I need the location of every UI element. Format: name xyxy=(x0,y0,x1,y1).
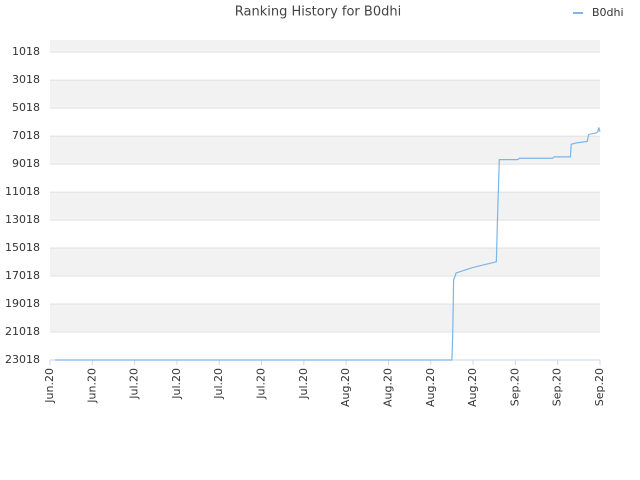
grid-band xyxy=(50,40,600,53)
y-tick-label: 5018 xyxy=(12,101,40,114)
x-tick-label: Sep.20 xyxy=(593,368,606,406)
x-tick-label: Jul.20 xyxy=(128,368,141,400)
x-tick-label: Jun.20 xyxy=(85,368,98,404)
x-tick-label: Jul.20 xyxy=(170,368,183,400)
grid-band xyxy=(50,248,600,277)
grid-band xyxy=(50,192,600,221)
grid-band xyxy=(50,80,600,109)
legend-label: B0dhi xyxy=(592,6,624,19)
x-tick-label: Aug.20 xyxy=(466,368,479,407)
x-tick-label: Sep.20 xyxy=(551,368,564,406)
y-tick-label: 1018 xyxy=(12,45,40,58)
x-tick-label: Aug.20 xyxy=(424,368,437,407)
y-tick-label: 21018 xyxy=(5,325,40,338)
x-tick-label: Aug.20 xyxy=(381,368,394,407)
x-tick-label: Jul.20 xyxy=(255,368,268,400)
y-tick-label: 23018 xyxy=(5,353,40,366)
chart-title: Ranking History for B0dhi xyxy=(235,5,401,20)
grid-band xyxy=(50,304,600,333)
line xyxy=(55,127,601,361)
y-tick-label: 9018 xyxy=(12,157,40,170)
x-tick-label: Jun.20 xyxy=(43,368,56,404)
y-tick-label: 7018 xyxy=(12,129,40,142)
y-tick-label: 17018 xyxy=(5,269,40,282)
x-tick-label: Jul.20 xyxy=(212,368,225,400)
y-tick-label: 15018 xyxy=(5,241,40,254)
x-tick-label: Sep.20 xyxy=(508,368,521,406)
y-tick-label: 13018 xyxy=(5,213,40,226)
x-tick-label: Jul.20 xyxy=(297,368,310,400)
y-tick-label: 19018 xyxy=(5,297,40,310)
y-tick-label: 3018 xyxy=(12,73,40,86)
y-tick-label: 11018 xyxy=(5,185,40,198)
x-tick-label: Aug.20 xyxy=(339,368,352,407)
